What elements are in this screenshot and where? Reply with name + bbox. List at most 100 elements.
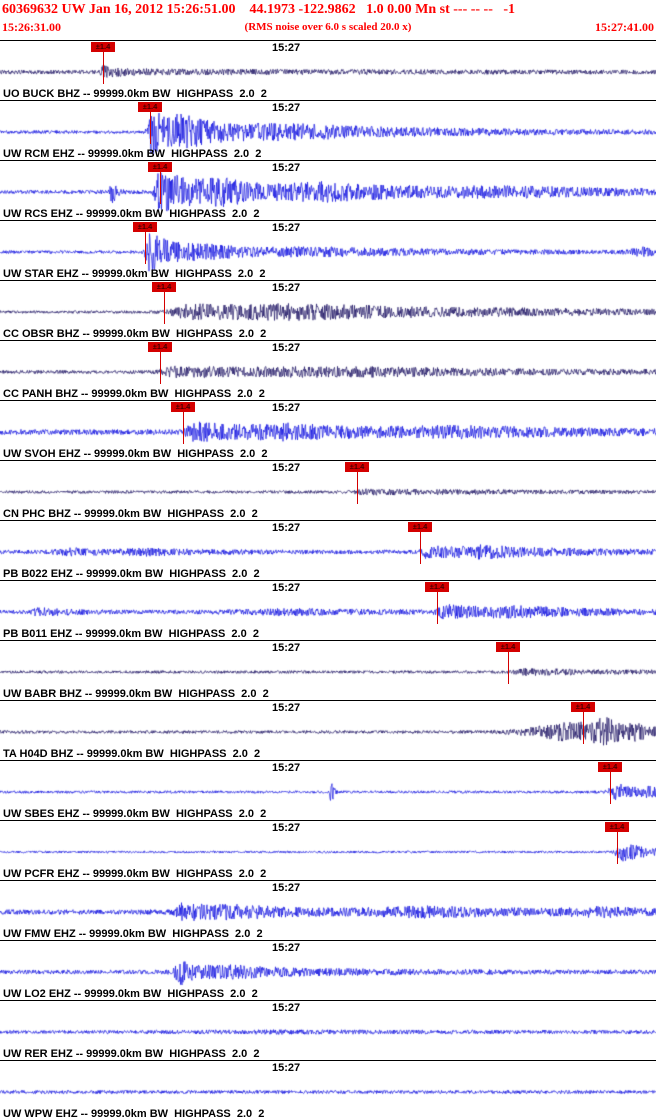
pick-line — [357, 462, 358, 504]
pick-line — [150, 102, 151, 144]
time-tick-label: 15:27 — [272, 222, 301, 234]
station-label: UW LO2 EHZ -- 99999.0km BW HIGHPASS 2.0 … — [3, 988, 258, 1000]
rms-scaling-note: (RMS noise over 6.0 s scaled 20.0 x) — [244, 21, 412, 33]
time-tick-label: 15:27 — [272, 1062, 301, 1074]
waveform-canvas[interactable] — [0, 821, 656, 880]
pick-flag-label: ±1.4 — [171, 402, 195, 412]
pick-flag-label: ±1.4 — [425, 582, 449, 592]
waveform-canvas[interactable] — [0, 521, 656, 580]
pick-line — [583, 702, 584, 744]
waveform-canvas[interactable] — [0, 161, 656, 220]
trace-row[interactable]: 15:27 UW WPW EHZ -- 99999.0km BW HIGHPASS… — [0, 1060, 656, 1118]
time-tick-label: 15:27 — [272, 162, 301, 174]
trace-row[interactable]: 15:27 ±1.4 CN PHC BHZ -- 99999.0km BW HIGH… — [0, 460, 656, 520]
waveform-canvas[interactable] — [0, 281, 656, 340]
event-header: 60369632 UW Jan 16, 2012 15:26:51.00 44.… — [0, 0, 656, 40]
station-label: UW BABR BHZ -- 99999.0km BW HIGHPASS 2.0… — [3, 688, 269, 700]
station-label: UO BUCK BHZ -- 99999.0km BW HIGHPASS 2.0… — [3, 88, 267, 100]
time-tick-label: 15:27 — [272, 1002, 301, 1014]
pick-flag-label: ±1.4 — [133, 222, 157, 232]
waveform-canvas[interactable] — [0, 641, 656, 700]
time-tick-label: 15:27 — [272, 522, 301, 534]
pick-line — [508, 642, 509, 684]
time-tick-label: 15:27 — [272, 582, 301, 594]
time-window-bar: 15:26:31.00 (RMS noise over 6.0 s scaled… — [0, 20, 656, 38]
pick-flag-label: ±1.4 — [571, 702, 595, 712]
waveform-canvas[interactable] — [0, 401, 656, 460]
waveform-canvas[interactable] — [0, 1001, 656, 1060]
trace-row[interactable]: 15:27 ±1.4 PB B011 EHZ -- 99999.0km BW HIG… — [0, 580, 656, 640]
trace-row[interactable]: 15:27 UW FMW EHZ -- 99999.0km BW HIGHPASS… — [0, 880, 656, 940]
waveform-canvas[interactable] — [0, 581, 656, 640]
window-end-time: 15:27:41.00 — [595, 20, 654, 34]
time-tick-label: 15:27 — [272, 42, 301, 54]
pick-flag-label: ±1.4 — [605, 822, 629, 832]
time-tick-label: 15:27 — [272, 642, 301, 654]
pick-flag-label: ±1.4 — [496, 642, 520, 652]
station-label: PB B011 EHZ -- 99999.0km BW HIGHPASS 2.0… — [3, 628, 259, 640]
waveform-canvas[interactable] — [0, 1061, 656, 1118]
time-tick-label: 15:27 — [272, 402, 301, 414]
pick-line — [160, 342, 161, 384]
pick-flag-label: ±1.4 — [408, 522, 432, 532]
trace-row[interactable]: 15:27 ±1.4 UW BABR BHZ -- 99999.0km BW HIG… — [0, 640, 656, 700]
trace-list: 15:27 ±1.4 UO BUCK BHZ -- 99999.0km BW HIG… — [0, 40, 656, 1118]
station-label: UW WPW EHZ -- 99999.0km BW HIGHPASS 2.0 … — [3, 1108, 265, 1118]
time-tick-label: 15:27 — [272, 702, 301, 714]
waveform-canvas[interactable] — [0, 341, 656, 400]
station-label: UW STAR EHZ -- 99999.0km BW HIGHPASS 2.0… — [3, 268, 266, 280]
waveform-canvas[interactable] — [0, 761, 656, 820]
station-label: UW RER EHZ -- 99999.0km BW HIGHPASS 2.0 … — [3, 1048, 260, 1060]
pick-line — [420, 522, 421, 564]
trace-row[interactable]: 15:27 ±1.4 CC OBSR BHZ -- 99999.0km BW HIG… — [0, 280, 656, 340]
station-label: TA H04D BHZ -- 99999.0km BW HIGHPASS 2.0… — [3, 748, 261, 760]
trace-row[interactable]: 15:27 UW RER EHZ -- 99999.0km BW HIGHPASS… — [0, 1000, 656, 1060]
trace-row[interactable]: 15:27 ±1.4 UW SBES EHZ -- 99999.0km BW HIG… — [0, 760, 656, 820]
waveform-canvas[interactable] — [0, 101, 656, 160]
station-label: UW FMW EHZ -- 99999.0km BW HIGHPASS 2.0 … — [3, 928, 263, 940]
time-tick-label: 15:27 — [272, 822, 301, 834]
pick-line — [183, 402, 184, 444]
pick-flag-label: ±1.4 — [148, 162, 172, 172]
pick-line — [617, 822, 618, 864]
waveform-canvas[interactable] — [0, 941, 656, 1000]
station-label: UW RCM EHZ -- 99999.0km BW HIGHPASS 2.0 … — [3, 148, 262, 160]
time-tick-label: 15:27 — [272, 102, 301, 114]
pick-line — [610, 762, 611, 804]
pick-line — [145, 222, 146, 264]
station-label: UW PCFR EHZ -- 99999.0km BW HIGHPASS 2.0… — [3, 868, 267, 880]
waveform-canvas[interactable] — [0, 701, 656, 760]
trace-row[interactable]: 15:27 UW LO2 EHZ -- 99999.0km BW HIGHPASS… — [0, 940, 656, 1000]
trace-row[interactable]: 15:27 ±1.4 CC PANH BHZ -- 99999.0km BW HIG… — [0, 340, 656, 400]
time-tick-label: 15:27 — [272, 762, 301, 774]
station-label: PB B022 EHZ -- 99999.0km BW HIGHPASS 2.0… — [3, 568, 260, 580]
station-label: CC OBSR BHZ -- 99999.0km BW HIGHPASS 2.0… — [3, 328, 267, 340]
trace-row[interactable]: 15:27 ±1.4 PB B022 EHZ -- 99999.0km BW HIG… — [0, 520, 656, 580]
station-label: CN PHC BHZ -- 99999.0km BW HIGHPASS 2.0 … — [3, 508, 258, 520]
pick-flag-label: ±1.4 — [91, 42, 115, 52]
trace-row[interactable]: 15:27 ±1.4 UW RCS EHZ -- 99999.0km BW HIGH… — [0, 160, 656, 220]
pick-line — [160, 162, 161, 204]
time-tick-label: 15:27 — [272, 282, 301, 294]
time-tick-label: 15:27 — [272, 882, 301, 894]
trace-row[interactable]: 15:27 ±1.4 UO BUCK BHZ -- 99999.0km BW HIG… — [0, 40, 656, 100]
pick-line — [437, 582, 438, 624]
pick-flag-label: ±1.4 — [345, 462, 369, 472]
station-label: CC PANH BHZ -- 99999.0km BW HIGHPASS 2.0… — [3, 388, 265, 400]
station-label: UW SBES EHZ -- 99999.0km BW HIGHPASS 2.0… — [3, 808, 267, 820]
waveform-canvas[interactable] — [0, 221, 656, 280]
station-label: UW RCS EHZ -- 99999.0km BW HIGHPASS 2.0 … — [3, 208, 260, 220]
station-label: UW SVOH EHZ -- 99999.0km BW HIGHPASS 2.0… — [3, 448, 268, 460]
waveform-canvas[interactable] — [0, 881, 656, 940]
pick-flag-label: ±1.4 — [138, 102, 162, 112]
trace-row[interactable]: 15:27 ±1.4 UW RCM EHZ -- 99999.0km BW HIGH… — [0, 100, 656, 160]
pick-flag-label: ±1.4 — [598, 762, 622, 772]
trace-row[interactable]: 15:27 ±1.4 UW SVOH EHZ -- 99999.0km BW HIG… — [0, 400, 656, 460]
waveform-canvas[interactable] — [0, 461, 656, 520]
trace-row[interactable]: 15:27 ±1.4 UW PCFR EHZ -- 99999.0km BW HIG… — [0, 820, 656, 880]
time-tick-label: 15:27 — [272, 342, 301, 354]
trace-row[interactable]: 15:27 ±1.4 UW STAR EHZ -- 99999.0km BW HIG… — [0, 220, 656, 280]
pick-flag-label: ±1.4 — [152, 282, 176, 292]
trace-row[interactable]: 15:27 ±1.4 TA H04D BHZ -- 99999.0km BW HIG… — [0, 700, 656, 760]
